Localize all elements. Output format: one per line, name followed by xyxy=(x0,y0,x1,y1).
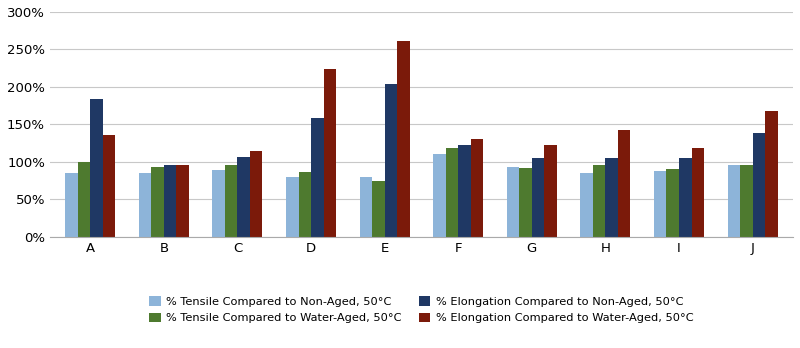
Bar xyxy=(618,130,630,237)
Bar xyxy=(606,158,618,237)
Bar xyxy=(372,181,385,237)
Bar xyxy=(458,145,470,237)
Bar xyxy=(213,170,225,237)
Bar xyxy=(654,171,666,237)
Bar xyxy=(691,148,704,237)
Bar xyxy=(225,165,238,237)
Bar xyxy=(298,172,311,237)
Bar xyxy=(66,173,78,237)
Bar xyxy=(740,166,753,237)
Bar xyxy=(397,41,410,237)
Bar xyxy=(532,158,544,237)
Bar xyxy=(727,166,740,237)
Bar xyxy=(519,168,532,237)
Bar xyxy=(102,135,115,237)
Bar xyxy=(286,177,298,237)
Legend: % Tensile Compared to Non-Aged, 50°C, % Tensile Compared to Water-Aged, 50°C, % : % Tensile Compared to Non-Aged, 50°C, % … xyxy=(145,292,698,328)
Bar xyxy=(151,167,164,237)
Bar xyxy=(666,169,679,237)
Bar xyxy=(434,154,446,237)
Bar xyxy=(753,133,765,237)
Bar xyxy=(139,173,151,237)
Bar xyxy=(90,99,102,237)
Bar xyxy=(544,145,557,237)
Bar xyxy=(765,111,778,237)
Bar xyxy=(238,157,250,237)
Bar xyxy=(446,148,458,237)
Bar xyxy=(360,177,372,237)
Bar xyxy=(176,165,189,237)
Bar xyxy=(78,162,90,237)
Bar xyxy=(506,167,519,237)
Bar xyxy=(580,173,593,237)
Bar xyxy=(679,158,691,237)
Bar xyxy=(323,69,336,237)
Bar xyxy=(164,166,176,237)
Bar xyxy=(250,150,262,237)
Bar xyxy=(593,166,606,237)
Bar xyxy=(470,139,483,237)
Bar xyxy=(311,118,323,237)
Bar xyxy=(385,84,397,237)
